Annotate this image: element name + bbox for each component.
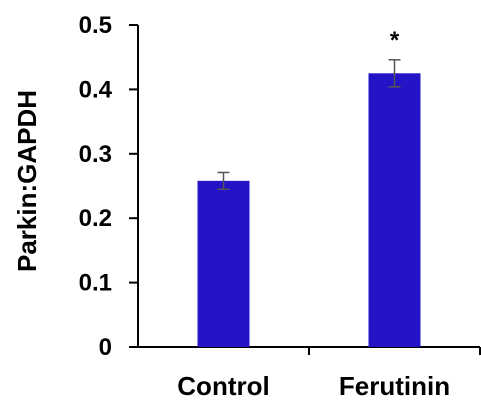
y-tick-label: 0.4 bbox=[79, 76, 113, 103]
y-tick-label: 0.5 bbox=[79, 12, 112, 39]
bar-ferutinin bbox=[368, 73, 421, 348]
y-tick-label: 0.1 bbox=[79, 270, 112, 297]
plot-area: 0 0.1 0.2 0.3 0.4 0.5 Control * Ferutinin bbox=[79, 12, 481, 401]
y-tick-label: 0.3 bbox=[79, 141, 112, 168]
bar-control bbox=[197, 180, 250, 347]
significance-marker: * bbox=[390, 27, 400, 54]
y-tick-label: 0.2 bbox=[79, 205, 112, 232]
y-axis-title: Parkin:GAPDH bbox=[12, 90, 42, 272]
y-tick-label: 0 bbox=[99, 334, 112, 361]
category-label: Ferutinin bbox=[339, 371, 450, 401]
category-label: Control bbox=[177, 371, 269, 401]
